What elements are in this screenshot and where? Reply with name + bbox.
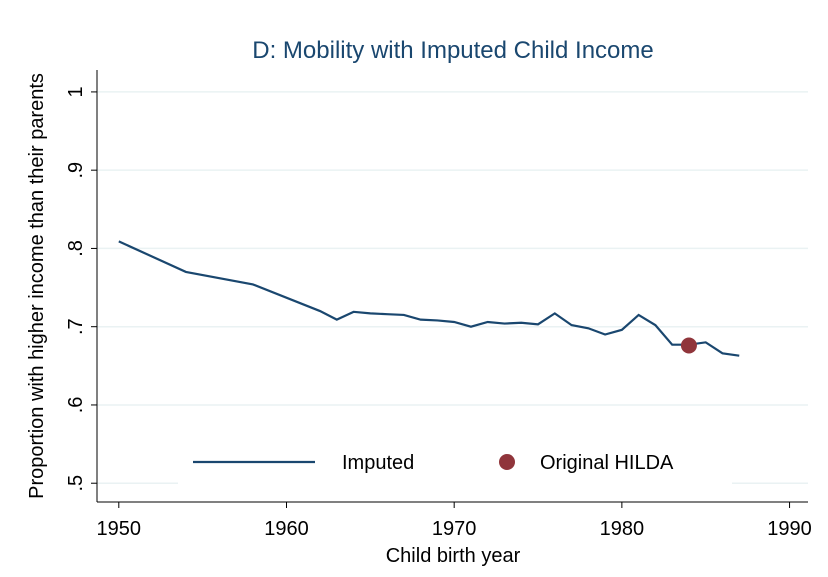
y-tick-label: .8 xyxy=(65,240,87,257)
y-tick-label: .9 xyxy=(65,162,87,179)
legend-swatch xyxy=(499,454,515,470)
x-tick-label: 1980 xyxy=(600,518,645,540)
legend-box xyxy=(178,437,732,493)
legend-label: Imputed xyxy=(342,452,414,474)
chart-title: D: Mobility with Imputed Child Income xyxy=(252,37,653,64)
x-axis-label: Child birth year xyxy=(386,545,521,567)
x-tick-label: 1970 xyxy=(432,518,477,540)
y-tick-label: .5 xyxy=(65,475,87,492)
y-tick-label: .6 xyxy=(65,397,87,414)
x-tick-label: 1960 xyxy=(264,518,309,540)
y-tick-label: .7 xyxy=(65,318,87,335)
data-point xyxy=(680,337,697,354)
legend-label: Original HILDA xyxy=(540,452,674,474)
y-tick-label: 1 xyxy=(65,86,87,97)
x-tick-label: 1990 xyxy=(767,518,812,540)
data-line xyxy=(118,240,740,357)
y-axis-label: Proportion with higher income than their… xyxy=(26,73,48,499)
x-tick-label: 1950 xyxy=(97,518,142,540)
